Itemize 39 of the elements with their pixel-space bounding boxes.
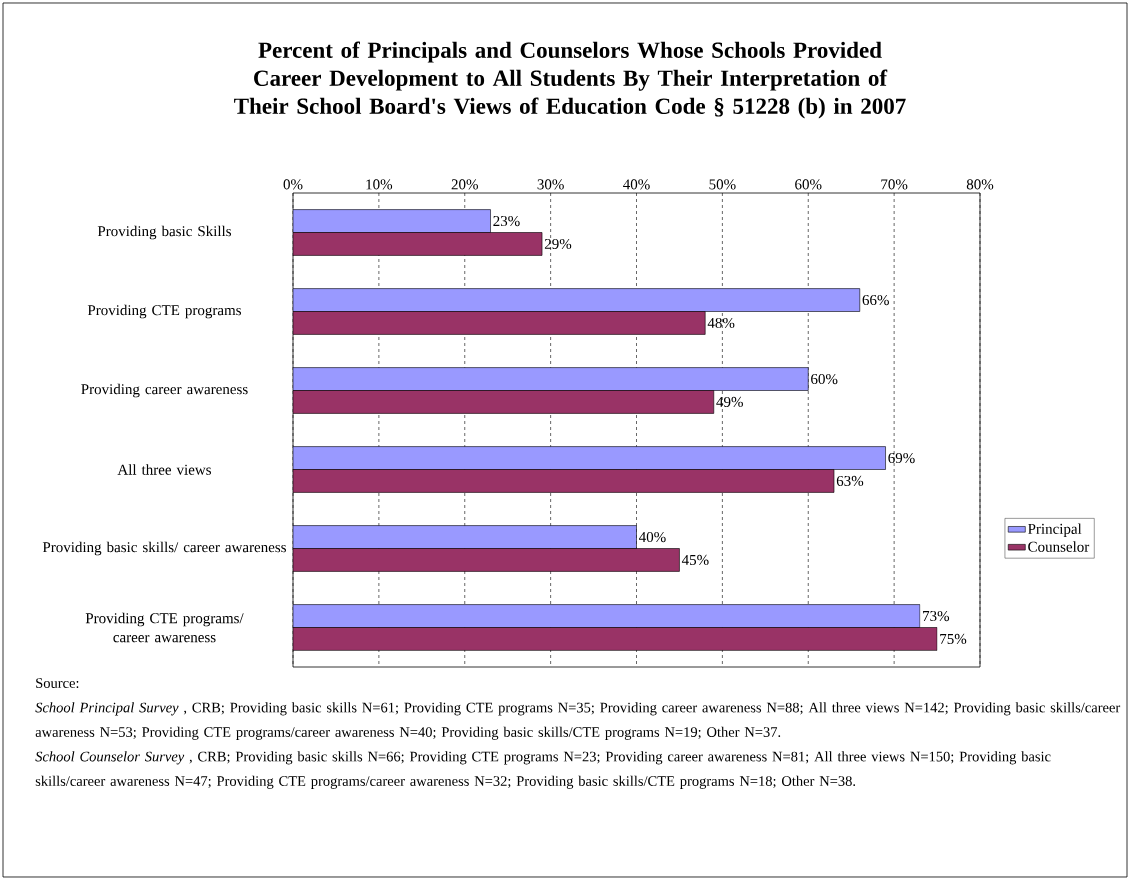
x-tick-label: 40% (623, 179, 650, 190)
x-tick-label: 50% (709, 179, 736, 190)
x-tick-label: 60% (795, 179, 822, 190)
x-tick-label: 10% (366, 179, 393, 190)
y-tick-label: Providing career awareness (81, 383, 248, 398)
data-label: 23% (493, 215, 520, 227)
bar (293, 311, 706, 335)
source-note: Source: (36, 678, 79, 688)
data-label: 60% (811, 373, 838, 385)
legend-label: Counselor (1028, 541, 1090, 552)
data-label: 69% (888, 452, 915, 464)
bar (293, 548, 680, 572)
data-label: 73% (923, 610, 950, 622)
x-tick-label: 30% (537, 179, 564, 190)
data-label: 48% (707, 317, 735, 329)
data-label: 75% (940, 633, 967, 645)
bar (293, 390, 715, 414)
bar (293, 232, 543, 256)
bar (293, 469, 835, 493)
data-label: 29% (544, 238, 572, 250)
text: School Counselor Survey , CRB; Providing basic skills N=66; Providing CTE programs N=23; Providing career awareness N=81; All three views N=150; Providing basic skills/career awareness N=47; Providing CTE programs/career awareness N=32; Providing basic skills/CTE programs N=18; Other N=38. (35, 751, 1051, 789)
y-tick-label: Providing basic skills/ career awareness (42, 541, 286, 556)
y-tick-label: Providing CTE programs (87, 304, 241, 319)
x-tick-label: 70% (881, 179, 908, 190)
x-tick-label: 20% (451, 179, 478, 190)
x-tick-label: 0% (283, 179, 303, 190)
y-tick-label: All three views (117, 464, 211, 475)
data-label: 45% (681, 554, 709, 566)
bar (293, 627, 938, 651)
data-label: 40% (639, 531, 666, 543)
data-label: 49% (716, 396, 743, 408)
data-label: 63% (836, 475, 864, 487)
y-tick-label: Providing basic Skills (97, 225, 232, 240)
legend-label: Principal (1028, 523, 1082, 537)
text: School Principal Survey , CRB; Providing basic skills N=61; Providing CTE programs N=35; Providing career awareness N=88; All three views N=142; Providing basic skills/career awareness N=53; Providing CTE programs/career awareness N=40; Providing basic skills/CTE programs N=19; Other N=37. (35, 702, 1121, 740)
x-tick-label: 80% (966, 179, 994, 190)
y-tick-label: Providing CTE programs/ career awareness (85, 612, 244, 643)
chart-title: Percent of Principals and Counselors Whose Schools Provided Career Development to All Students By Their Interpretation of Their School Board's Views of Education Code § 51228 (b) in 2007 (234, 41, 906, 119)
data-label: 66% (862, 294, 889, 306)
